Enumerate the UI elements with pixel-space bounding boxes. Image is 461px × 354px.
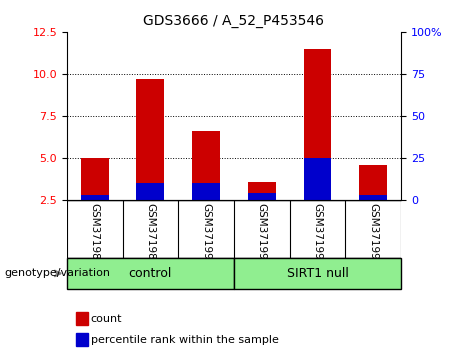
Text: GSM371992: GSM371992 [313, 203, 323, 266]
Bar [304, 158, 331, 200]
Bar [359, 195, 387, 200]
Bar [81, 195, 109, 200]
Bar [136, 183, 164, 200]
Text: GSM371993: GSM371993 [368, 203, 378, 266]
Text: GSM371990: GSM371990 [201, 203, 211, 266]
Bar [234, 258, 401, 289]
Text: percentile rank within the sample: percentile rank within the sample [91, 335, 279, 345]
Bar [81, 158, 109, 200]
Bar [192, 183, 220, 200]
Text: GSM371989: GSM371989 [145, 203, 155, 266]
Text: control: control [129, 267, 172, 280]
Bar [192, 131, 220, 200]
Bar [304, 49, 331, 200]
Bar [359, 165, 387, 200]
Bar [248, 182, 276, 200]
Bar [67, 258, 234, 289]
Text: count: count [91, 314, 122, 324]
Text: GSM371991: GSM371991 [257, 203, 267, 266]
Bar [136, 79, 164, 200]
Text: genotype/variation: genotype/variation [5, 268, 111, 279]
Text: SIRT1 null: SIRT1 null [287, 267, 349, 280]
Title: GDS3666 / A_52_P453546: GDS3666 / A_52_P453546 [143, 14, 325, 28]
Text: GSM371988: GSM371988 [90, 203, 100, 266]
Bar [248, 193, 276, 200]
